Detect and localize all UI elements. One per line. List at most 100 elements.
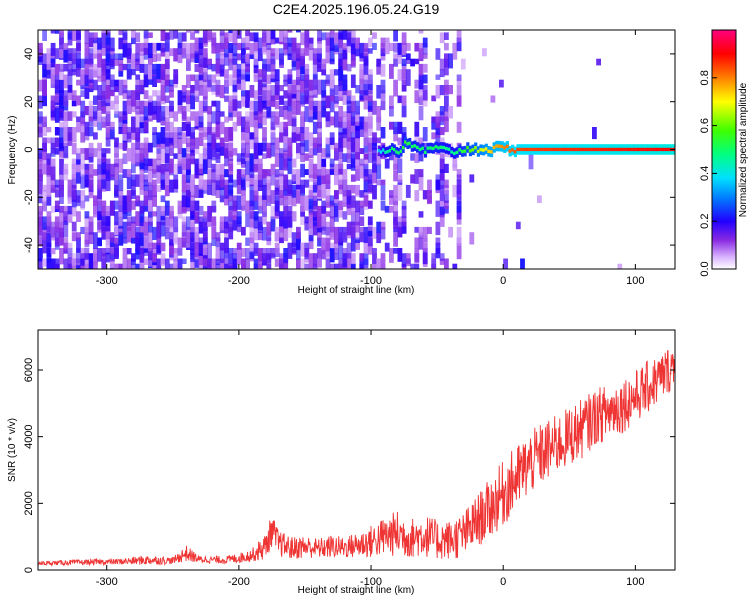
spectrogram-cell [105, 132, 111, 140]
spectrogram-cell [245, 248, 250, 260]
spectrogram-cell [329, 37, 335, 51]
spectrogram-cell [439, 174, 445, 190]
spectrogram-cell [359, 42, 365, 59]
spectrogram-cell [42, 158, 47, 175]
spectrogram-cell [266, 48, 272, 65]
spectrogram-cell [346, 63, 352, 72]
spectrogram-cell [186, 169, 191, 183]
spectrogram-cell [287, 111, 293, 126]
spectrogram-cell [198, 263, 204, 269]
spectrogram-cell [173, 48, 179, 62]
spectrogram-cell [139, 63, 145, 73]
spectrogram-cell [135, 148, 141, 162]
carrier-core [529, 147, 533, 152]
carrier-core [667, 147, 671, 152]
snr-x-ticks: -300 -200 -100 0 100 [96, 330, 645, 588]
carrier-core [437, 146, 441, 150]
spectrogram-cell [105, 111, 111, 127]
spectrogram-cell [88, 37, 94, 48]
spectrogram-cell [215, 42, 221, 54]
spectrogram-cell [253, 32, 259, 42]
spectrogram-cell [283, 121, 289, 130]
colorbar-tick-label: 0.8 [699, 70, 711, 85]
spectrogram-cell [274, 48, 280, 60]
spectrogram-cell [334, 253, 339, 260]
spectrogram-cell [592, 127, 597, 140]
spectrogram-cell [456, 30, 462, 43]
carrier-core [616, 147, 621, 152]
spectrogram-cell [143, 30, 149, 39]
spectrogram-cell [300, 53, 305, 67]
spectrogram-cell [346, 221, 352, 236]
spectrogram-cell [401, 216, 407, 226]
spectrogram-cell [456, 121, 462, 133]
spectrogram-cell [118, 127, 124, 135]
spectrogram-cell [101, 248, 107, 257]
spectrogram-cell [173, 253, 179, 262]
spectrogram-cell [46, 242, 52, 257]
spectrogram-cell [164, 116, 170, 132]
carrier-core [582, 147, 586, 152]
spectrogram-cell [422, 53, 428, 59]
spectrogram-cell [249, 169, 255, 178]
spectrogram-cell [139, 211, 145, 223]
spectrogram-cell [266, 58, 272, 72]
spectrogram-cell [317, 30, 322, 42]
spectrogram-cell [50, 58, 56, 68]
spectrogram-cell [114, 137, 119, 148]
spectrogram-cell [300, 163, 305, 178]
spectrogram-cell [342, 121, 348, 139]
spectrogram-cell [169, 79, 174, 87]
spectrogram-cell [279, 95, 284, 105]
spectrogram-cell [105, 158, 111, 172]
spectrogram-cell [384, 158, 390, 169]
spectrogram-cell [148, 195, 153, 212]
spectrogram-cell [236, 169, 242, 185]
spectrogram-cell [270, 58, 276, 72]
spectrogram-cell [139, 48, 145, 56]
spectrogram-cell [211, 32, 217, 48]
spectrogram-cell [241, 174, 246, 188]
spectrogram-cell [148, 158, 153, 167]
carrier-core [490, 150, 494, 154]
spectrogram-cell [418, 232, 424, 239]
spectrogram-cell [219, 216, 225, 231]
spectrogram-cell [334, 42, 339, 52]
spectrogram-cell [363, 74, 369, 85]
spectrogram-cell [169, 148, 174, 156]
spectrogram-cell [228, 30, 234, 33]
spectrogram-cell [148, 184, 153, 201]
spectrogram-cell [71, 90, 77, 97]
spectrogram-cell [257, 48, 263, 62]
spectrogram-cell [253, 258, 259, 269]
spectrogram-cell [114, 263, 119, 269]
spectrogram-cell [363, 48, 369, 57]
spectrogram-cell [346, 163, 352, 170]
spectrogram-cell [59, 211, 64, 228]
spectrogram-cell [363, 90, 369, 101]
spectrogram-cell [308, 184, 314, 199]
spectrogram-cell [173, 30, 179, 39]
spectrogram-cell [304, 63, 310, 71]
spectrogram-cell [173, 248, 179, 254]
spectrogram-cell [194, 37, 200, 52]
spectrogram-cell [219, 85, 225, 99]
spectrogram-cell [156, 205, 162, 223]
spectrogram-cell [325, 111, 331, 122]
spectrogram-cell [346, 42, 352, 53]
spectrogram-cell [325, 74, 331, 84]
spectrogram-cell [84, 106, 90, 116]
spectrogram-cell [224, 127, 229, 142]
spectrogram-cell [181, 216, 187, 225]
spectrogram-cell [202, 226, 208, 243]
spectrogram-cell [152, 263, 157, 269]
spectrogram-cell [80, 190, 86, 196]
spectrogram-cell [228, 200, 234, 211]
spectrogram-cell [274, 174, 280, 188]
spectrogram-cell [279, 226, 284, 239]
spectrogram-cell [194, 253, 200, 268]
spectrogram-cell [160, 163, 166, 174]
snr-y-axis-label: SNR (10 * v/v) [7, 418, 18, 482]
spectrogram-cell [232, 90, 238, 100]
spectrogram-cell [114, 200, 119, 210]
